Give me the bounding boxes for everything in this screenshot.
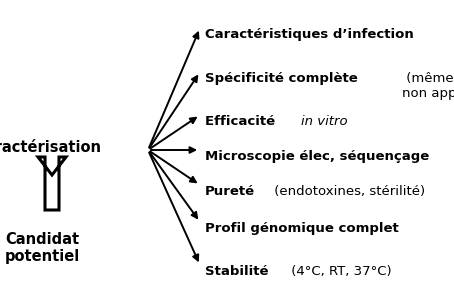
Text: (même esp.
non apparentées, flore normale): (même esp. non apparentées, flore normal… <box>402 72 454 100</box>
Polygon shape <box>38 157 66 210</box>
Text: (4°C, RT, 37°C): (4°C, RT, 37°C) <box>287 265 391 278</box>
Text: Efficacité: Efficacité <box>205 115 280 128</box>
Text: Caractéristiques d’infection: Caractéristiques d’infection <box>205 28 414 41</box>
Text: Microscopie élec, séquençage: Microscopie élec, séquençage <box>205 150 429 163</box>
Text: Candidat
potentiel: Candidat potentiel <box>5 232 79 264</box>
Text: Stabilité: Stabilité <box>205 265 268 278</box>
Text: Caractérisation: Caractérisation <box>0 141 102 156</box>
Text: Spécificité complète: Spécificité complète <box>205 72 358 85</box>
Text: (endotoxines, stérilité): (endotoxines, stérilité) <box>270 185 425 198</box>
Text: Profil génomique complet: Profil génomique complet <box>205 222 399 235</box>
Text: Pureté: Pureté <box>205 185 255 198</box>
Text: in vitro: in vitro <box>301 115 348 128</box>
